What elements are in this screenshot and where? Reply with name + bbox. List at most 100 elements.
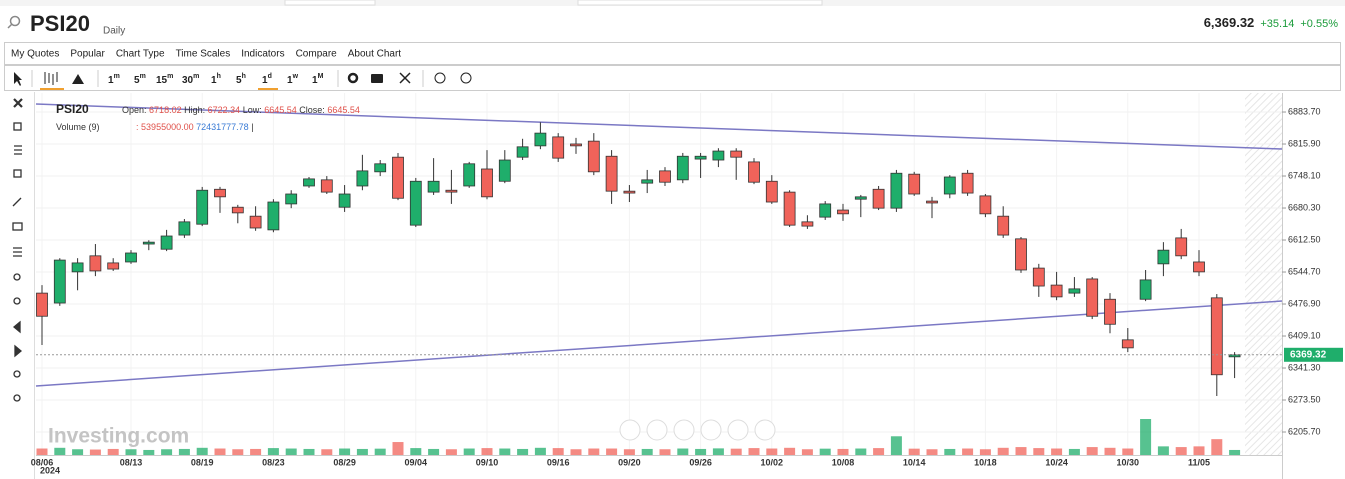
timeframe-number: 1	[312, 75, 318, 86]
tool[interactable]	[12, 320, 21, 334]
y-tick-label: 6205.70	[1288, 426, 1321, 436]
candle-body	[961, 172, 974, 194]
nav-button[interactable]	[700, 419, 722, 441]
volume-bar	[356, 448, 368, 455]
volume-bar	[445, 449, 457, 455]
y-tick-label: 6476.90	[1288, 298, 1321, 308]
fullscreen-icon[interactable]	[399, 72, 411, 84]
x-tick-label: 08/23	[262, 457, 285, 467]
upload-icon[interactable]	[460, 72, 472, 84]
volume-bar	[908, 448, 920, 455]
tool[interactable]	[13, 122, 22, 131]
timeframe-unit: M	[318, 73, 324, 80]
candle-body	[249, 215, 262, 229]
volume-bar	[1122, 448, 1134, 455]
menu-item[interactable]: My Quotes	[11, 49, 59, 60]
camera-icon[interactable]	[371, 74, 383, 83]
volume-bar	[784, 447, 796, 455]
search-icon[interactable]	[7, 15, 21, 29]
volume-bar	[374, 448, 386, 455]
tool[interactable]	[12, 222, 23, 231]
volume-bar	[926, 449, 938, 455]
timeframe-button[interactable]: 1w	[287, 73, 299, 86]
legend-value: 6722.34	[208, 105, 241, 115]
legend-label: Close:	[299, 105, 325, 115]
nav-button[interactable]	[673, 419, 695, 441]
candle-body	[320, 179, 333, 193]
candle-body	[107, 262, 120, 270]
timeframe-unit: m	[193, 73, 199, 80]
candle-body	[36, 292, 48, 317]
selected-underline	[258, 88, 278, 90]
timeframe-button[interactable]: 5h	[236, 73, 246, 86]
volume-bar	[392, 442, 404, 455]
volume-legend: Volume (9) : 53955000.00 72431777.78 |	[56, 122, 254, 132]
candle-body	[409, 180, 422, 226]
nav-button[interactable]	[646, 419, 668, 441]
candle-body	[979, 195, 992, 215]
tool[interactable]	[13, 247, 22, 257]
candle-body	[997, 215, 1010, 236]
tool[interactable]	[13, 273, 21, 281]
candle-icon[interactable]	[44, 72, 58, 85]
settings-icon[interactable]	[347, 72, 359, 84]
volume-bar	[214, 448, 226, 455]
candle-body	[570, 143, 582, 147]
tool[interactable]	[13, 370, 21, 378]
y-tick-label: 6748.10	[1288, 170, 1321, 180]
y-tick-label: 6273.50	[1288, 394, 1321, 404]
candle-body	[534, 132, 547, 147]
nav-button[interactable]	[619, 419, 641, 441]
cursor-icon[interactable]	[14, 72, 22, 86]
volume-bar	[1104, 447, 1116, 455]
menu-item[interactable]: Chart Type	[116, 49, 165, 60]
menu-item[interactable]: Indicators	[241, 49, 284, 60]
volume-bar	[232, 449, 244, 455]
timeframe-unit: d	[268, 73, 272, 80]
timeframe-button[interactable]: 1m	[108, 73, 120, 86]
nav-button[interactable]	[754, 419, 776, 441]
menu-item[interactable]: Compare	[296, 49, 338, 60]
candle-body	[1068, 288, 1081, 294]
x-tick-label: 10/24	[1045, 457, 1068, 467]
legend-value: 72431777.78	[196, 122, 249, 132]
timeframe-button[interactable]: 30m	[182, 73, 199, 86]
tool[interactable]	[12, 197, 22, 207]
volume-bar	[410, 448, 422, 455]
watermark: Investing.com	[48, 425, 189, 448]
menu-item[interactable]: Popular	[70, 49, 105, 60]
timeframe-button[interactable]: 15m	[156, 73, 173, 86]
candle-body	[1032, 267, 1045, 287]
nav-button[interactable]	[727, 419, 749, 441]
legend-label: High:	[184, 105, 205, 115]
tool[interactable]	[13, 297, 21, 305]
candle-body	[178, 221, 191, 236]
tool[interactable]	[14, 344, 23, 358]
download-icon[interactable]	[434, 72, 446, 84]
legend-label: Low:	[243, 105, 262, 115]
tab	[577, 0, 823, 6]
timeframe-button[interactable]: 5m	[134, 73, 146, 86]
candle-body	[463, 163, 476, 187]
timeframe-button[interactable]: 1M	[312, 73, 324, 86]
volume-bar	[1086, 447, 1098, 455]
volume-bar	[641, 448, 653, 455]
candle-body	[1139, 279, 1152, 300]
candle-body	[498, 159, 511, 182]
tool[interactable]	[13, 169, 22, 178]
volume-bar	[962, 448, 974, 455]
tool[interactable]	[13, 394, 21, 402]
timeframe-button[interactable]: 1h	[211, 73, 221, 86]
candle-body	[605, 155, 618, 192]
area-icon[interactable]	[72, 74, 84, 84]
close-tool[interactable]	[13, 98, 23, 108]
volume-bar	[125, 449, 137, 455]
menu-item[interactable]: Time Scales	[176, 49, 231, 60]
y-tick-label: 6341.30	[1288, 362, 1321, 372]
plot-area	[36, 93, 1282, 455]
timeframe-button[interactable]: 1d	[262, 73, 272, 86]
menu-item[interactable]: About Chart	[348, 49, 402, 60]
volume-bar	[766, 448, 778, 455]
volume-bar	[855, 448, 867, 455]
tool[interactable]	[14, 145, 22, 155]
